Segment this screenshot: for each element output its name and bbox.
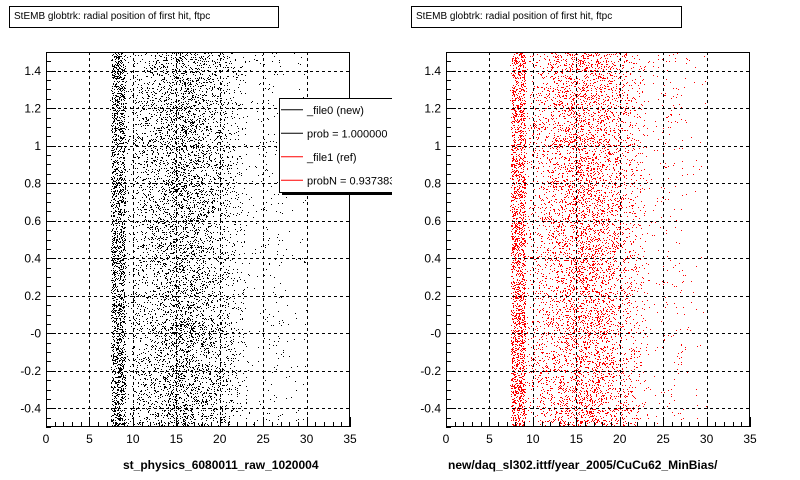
legend-clip-mask — [392, 95, 400, 199]
left-x-axis-title: st_physics_6080011_raw_1020004 — [123, 458, 319, 472]
x-tick-label: 0 — [443, 432, 450, 446]
y-tick-label: 0.8 — [424, 176, 441, 190]
x-tick-label: 20 — [613, 432, 627, 446]
x-tick-label: 25 — [656, 432, 670, 446]
x-tick-label: 20 — [213, 432, 227, 446]
left-plot-title: StEMB globtrk: radial position of first … — [9, 6, 279, 28]
x-tick-label: 10 — [126, 432, 140, 446]
right-scatter-plot: 0 5 10 15 20 25 30 35 -0.4 -0.2 -0 0.2 0.4 0.6 0.8 1 1.2… — [420, 52, 757, 446]
x-tick-label: 35 — [343, 432, 357, 446]
y-axis-ticks — [446, 52, 456, 428]
x-tick-label: 35 — [743, 432, 757, 446]
x-tick-label: 15 — [570, 432, 584, 446]
scatter-points — [110, 53, 307, 427]
x-tick-label: 5 — [86, 432, 93, 446]
scatter-points — [510, 53, 707, 427]
x-tick-label: 5 — [486, 432, 493, 446]
y-axis-ticks — [46, 52, 56, 428]
y-tick-label: -0.2 — [20, 364, 41, 378]
right-plot-title: StEMB globtrk: radial position of first … — [411, 6, 682, 28]
y-tick-label: -0.4 — [420, 401, 441, 415]
plot-frame — [446, 52, 750, 427]
legend: _file0 (new) prob = 1.000000 _file1 (ref) p… — [279, 98, 395, 195]
y-tick-label: 1.4 — [424, 64, 441, 78]
y-tick-label: 1.4 — [24, 64, 41, 78]
grid-lines — [446, 52, 750, 427]
y-tick-label: 1 — [434, 139, 441, 153]
scatter-point-cloud — [510, 53, 707, 427]
y-tick-label: 0.6 — [24, 214, 41, 228]
right-x-axis-title: new/daq_sl302.ittf/year_2005/CuCu62_MinB… — [448, 458, 718, 472]
x-tick-label: 25 — [256, 432, 270, 446]
legend-label-0: _file0 (new) — [306, 105, 364, 117]
legend-label-2: _file1 (ref) — [306, 152, 357, 164]
x-tick-label: 30 — [700, 432, 714, 446]
x-tick-label: 30 — [300, 432, 314, 446]
x-axis-ticks — [46, 417, 351, 427]
y-tick-label: 1 — [34, 139, 41, 153]
y-tick-label: -0 — [430, 326, 441, 340]
right-plot-panel: StEMB globtrk: radial position of first … — [400, 0, 800, 480]
x-tick-label: 0 — [43, 432, 50, 446]
x-tick-label: 15 — [170, 432, 184, 446]
y-tick-label: 0.8 — [24, 176, 41, 190]
legend-label-3: probN = 0.937383 — [307, 175, 395, 187]
scatter-point-cloud — [110, 53, 307, 427]
y-tick-label: 0.6 — [424, 214, 441, 228]
legend-box — [279, 98, 393, 193]
y-tick-label: 0.4 — [424, 251, 441, 265]
y-tick-label: -0.4 — [20, 401, 41, 415]
x-tick-label: 10 — [526, 432, 540, 446]
y-tick-label: -0.2 — [420, 364, 441, 378]
legend-label-1: prob = 1.000000 — [307, 128, 387, 140]
y-tick-label: 0.2 — [424, 289, 441, 303]
left-plot-panel: StEMB globtrk: radial position of first … — [9, 6, 400, 472]
y-tick-label: -0 — [30, 326, 41, 340]
x-axis-ticks — [446, 417, 751, 427]
plot-frame — [46, 52, 350, 427]
y-tick-label: 1.2 — [24, 101, 41, 115]
y-tick-label: 0.2 — [24, 289, 41, 303]
left-scatter-plot: 0 5 10 15 20 25 30 35 -0.4 -0.2 -0 0.2 0.4 0.6 0.8 1 1.2… — [20, 52, 400, 446]
y-tick-label: 0.4 — [24, 251, 41, 265]
y-tick-label: 1.2 — [424, 101, 441, 115]
